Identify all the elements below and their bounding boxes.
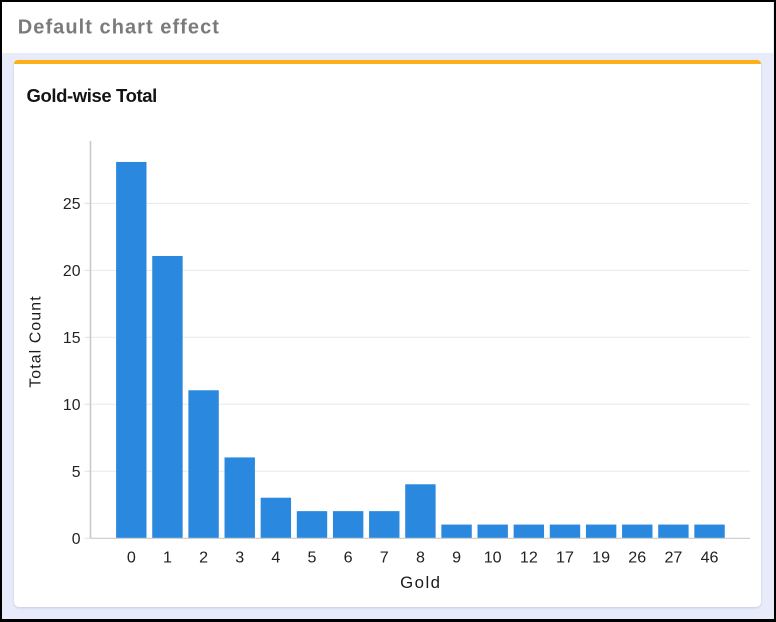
svg-text:15: 15 — [63, 330, 81, 347]
svg-text:26: 26 — [628, 549, 646, 567]
svg-text:46: 46 — [701, 549, 719, 567]
svg-text:5: 5 — [72, 464, 81, 481]
svg-text:19: 19 — [592, 549, 610, 567]
svg-text:10: 10 — [63, 397, 81, 414]
svg-text:2: 2 — [199, 549, 208, 567]
svg-text:7: 7 — [380, 549, 389, 567]
svg-text:3: 3 — [235, 549, 244, 567]
svg-text:Total Count: Total Count — [28, 295, 45, 388]
svg-text:0: 0 — [72, 531, 81, 548]
svg-text:20: 20 — [63, 263, 81, 280]
svg-text:6: 6 — [344, 549, 353, 567]
svg-text:1: 1 — [163, 549, 172, 567]
svg-text:10: 10 — [484, 549, 502, 567]
svg-text:Gold: Gold — [400, 573, 441, 592]
svg-text:Default chart effect: Default chart effect — [18, 17, 220, 39]
svg-text:9: 9 — [452, 549, 461, 567]
svg-text:4: 4 — [271, 549, 280, 567]
svg-text:27: 27 — [664, 549, 682, 567]
svg-text:8: 8 — [416, 549, 425, 567]
svg-text:0: 0 — [127, 549, 136, 567]
svg-text:5: 5 — [308, 549, 317, 567]
svg-text:12: 12 — [520, 549, 538, 567]
svg-text:17: 17 — [556, 549, 574, 567]
svg-text:Gold-wise Total: Gold-wise Total — [27, 85, 157, 106]
svg-text:25: 25 — [63, 196, 81, 213]
